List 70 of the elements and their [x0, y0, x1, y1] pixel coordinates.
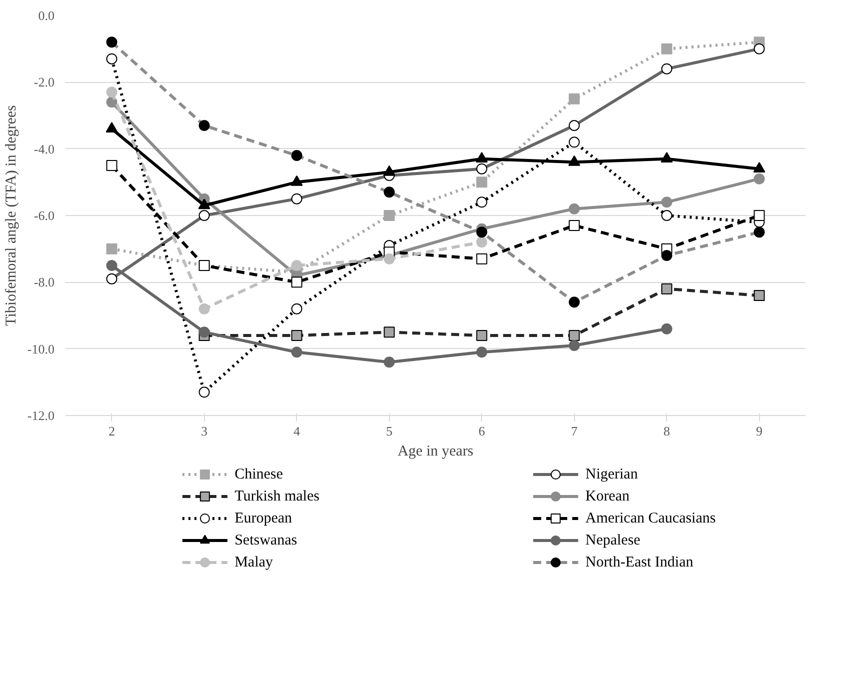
point [291, 276, 302, 288]
y-tick-label: -2.0 [34, 74, 55, 90]
point [476, 226, 488, 238]
legend-label: Setswanas [234, 532, 298, 548]
point [198, 120, 210, 131]
point [291, 193, 302, 204]
point [754, 43, 765, 54]
point [291, 330, 302, 341]
point [198, 303, 210, 314]
x-tick-label: 4 [294, 424, 300, 438]
x-tick-label: 9 [756, 424, 762, 438]
point [661, 43, 672, 54]
point [384, 253, 395, 264]
point [198, 210, 210, 221]
point [754, 173, 765, 184]
legend-label: Nigerian [585, 466, 638, 482]
legend-label: Malay [234, 554, 274, 570]
point [476, 346, 488, 358]
y-tick-label: -10.0 [27, 341, 55, 356]
point [661, 323, 672, 334]
y-tick-label: -8.0 [34, 274, 55, 290]
legend-label: American Caucasians [585, 510, 716, 526]
point [291, 346, 302, 358]
point [384, 326, 395, 338]
legend-label: Korean [585, 488, 630, 504]
point [568, 203, 580, 214]
point [661, 63, 672, 74]
legend-label: European [234, 510, 293, 526]
point [568, 330, 580, 341]
point [476, 176, 488, 188]
y-tick-label: -6.0 [34, 208, 55, 223]
point [291, 150, 302, 161]
x-axis-title: Age in years [398, 444, 474, 460]
point [476, 253, 488, 264]
y-axis-title: Tibiofemoral angle (TFA) in degrees [3, 104, 20, 326]
point [661, 283, 672, 294]
point [476, 330, 488, 341]
legend-label: Chinese [234, 466, 284, 482]
x-tick-label: 2 [108, 424, 115, 438]
point [568, 93, 580, 104]
point [384, 186, 395, 198]
y-tick-label: -4.0 [34, 141, 55, 156]
point [106, 36, 118, 48]
point [754, 226, 765, 238]
legend-label: Nepalese [585, 532, 641, 548]
x-tick-label: 8 [664, 424, 670, 438]
x-tick-label: 6 [478, 424, 486, 438]
point [568, 296, 580, 308]
point [106, 86, 118, 98]
point [754, 210, 765, 221]
x-tick-label: 3 [201, 424, 208, 438]
y-tick-label: 0.0 [38, 8, 54, 23]
x-tick-label: 7 [571, 424, 578, 438]
x-tick-label: 5 [386, 424, 392, 438]
point [198, 198, 210, 210]
legend-label: North-East Indian [585, 554, 694, 570]
y-tick-label: -12.0 [27, 408, 55, 423]
point [568, 340, 580, 351]
point [568, 120, 580, 131]
point [476, 163, 488, 174]
point [476, 236, 488, 248]
point [106, 243, 118, 254]
point [384, 210, 395, 221]
point [384, 356, 395, 368]
point [661, 196, 672, 208]
point [661, 250, 672, 261]
legend-label: Turkish males [234, 488, 320, 504]
point [106, 260, 118, 271]
point [198, 326, 210, 338]
point [754, 290, 765, 301]
